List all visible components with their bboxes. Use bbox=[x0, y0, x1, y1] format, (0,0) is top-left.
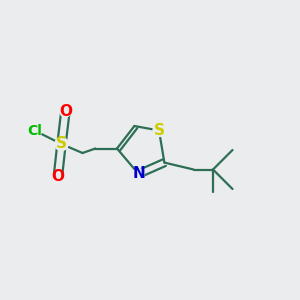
Text: O: O bbox=[51, 169, 64, 184]
Text: S: S bbox=[56, 136, 67, 152]
Circle shape bbox=[52, 171, 63, 182]
Text: S: S bbox=[154, 123, 164, 138]
Circle shape bbox=[55, 137, 68, 151]
Circle shape bbox=[133, 169, 144, 179]
Text: O: O bbox=[59, 104, 72, 119]
Text: N: N bbox=[132, 167, 145, 182]
Circle shape bbox=[153, 124, 165, 136]
Text: Cl: Cl bbox=[27, 124, 42, 137]
Circle shape bbox=[27, 123, 42, 138]
Circle shape bbox=[60, 106, 71, 117]
